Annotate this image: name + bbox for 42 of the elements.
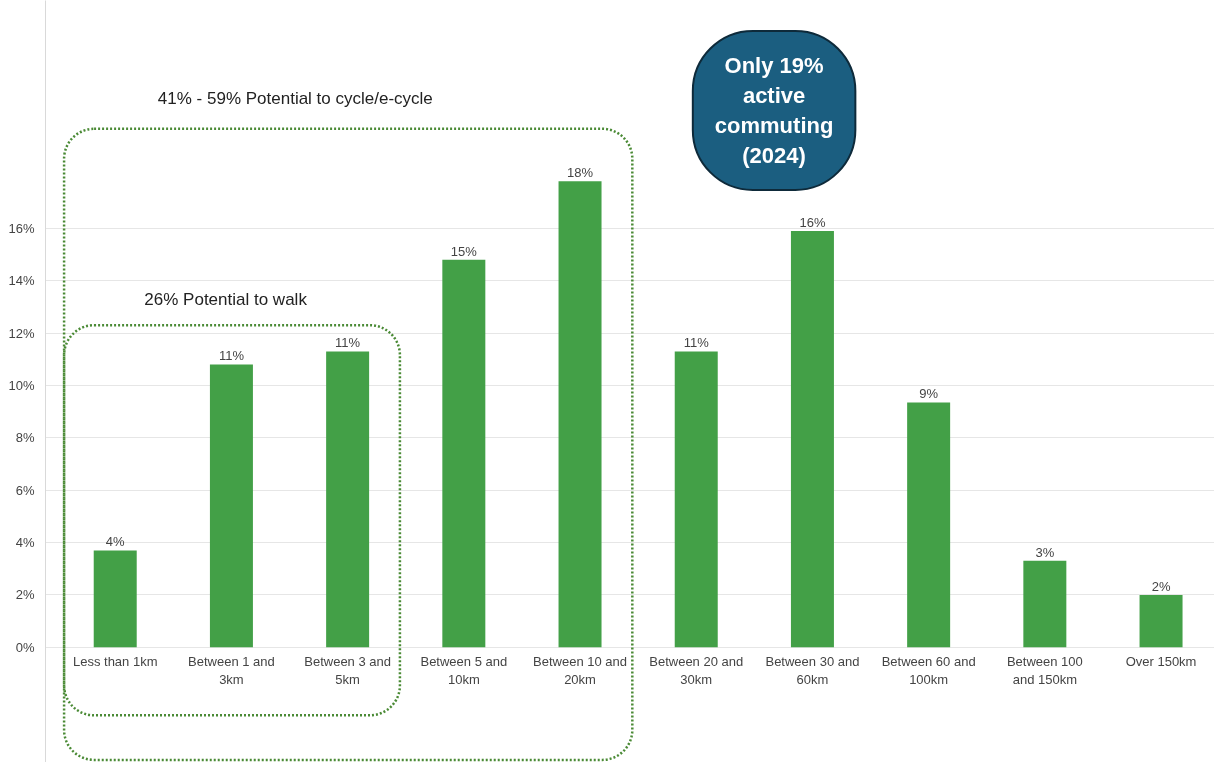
data-label: 11% bbox=[218, 348, 245, 364]
data-label: 4% bbox=[105, 534, 126, 550]
bar bbox=[209, 364, 253, 648]
bar bbox=[558, 181, 602, 648]
y-tick-label: 16% bbox=[8, 220, 35, 236]
annotation: 41% - 59% Potential to cycle/e-cycle bbox=[157, 88, 433, 108]
x-tick-label: Less than 1km bbox=[72, 653, 158, 669]
x-tick-label: Between 1 and 3km bbox=[188, 653, 275, 687]
x-tick-label: Between 10 and 20km bbox=[533, 653, 628, 687]
y-tick-label: 4% bbox=[15, 535, 35, 551]
bar bbox=[326, 351, 370, 648]
y-tick-label: 10% bbox=[8, 377, 35, 393]
data-label: 9% bbox=[919, 386, 939, 402]
y-tick-label: 14% bbox=[8, 273, 35, 289]
x-tick-label: Between 5 and 10km bbox=[420, 653, 508, 687]
x-tick-label: Over 150km bbox=[1125, 653, 1197, 669]
x-tick-label: Between 100 and 150km bbox=[1006, 653, 1083, 687]
y-tick-label: 8% bbox=[15, 430, 35, 446]
data-label: 16% bbox=[799, 214, 826, 230]
data-label: 15% bbox=[450, 243, 478, 259]
x-tick-label: Between 60 and 100km bbox=[881, 653, 976, 687]
data-label: 2% bbox=[1151, 578, 1171, 594]
bar bbox=[1023, 560, 1067, 648]
annotation: Only 19% active commuting (2024) bbox=[714, 52, 834, 168]
bar bbox=[790, 230, 834, 648]
x-tick-label: Between 3 and 5km bbox=[304, 653, 391, 687]
data-label: 3% bbox=[1035, 544, 1055, 560]
bar bbox=[674, 351, 718, 648]
x-tick-label: Between 30 and 60km bbox=[765, 653, 860, 687]
bar bbox=[93, 550, 137, 648]
bar bbox=[907, 402, 951, 648]
y-tick-label: 6% bbox=[15, 482, 35, 498]
bar bbox=[442, 259, 486, 648]
annotation: 26% Potential to walk bbox=[144, 290, 308, 310]
data-label: 11% bbox=[683, 335, 710, 351]
data-label: 11% bbox=[335, 335, 361, 351]
x-tick-label: Between 20 and 30km bbox=[649, 653, 744, 687]
y-tick-label: 0% bbox=[15, 639, 35, 655]
y-tick-label: 12% bbox=[8, 325, 35, 341]
y-tick-label: 2% bbox=[15, 587, 35, 603]
data-label: 18% bbox=[567, 165, 594, 181]
bar bbox=[1139, 594, 1183, 648]
